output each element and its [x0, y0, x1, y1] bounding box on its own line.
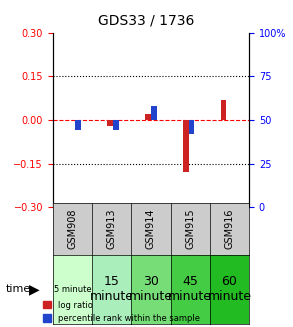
Text: GSM908: GSM908 [67, 209, 77, 249]
Bar [189, 120, 194, 134]
Text: 15
minute: 15 minute [90, 275, 134, 303]
Bar [221, 100, 226, 120]
Bar [75, 120, 81, 130]
Legend: log ratio, percentile rank within the sample: log ratio, percentile rank within the sa… [39, 297, 203, 326]
Text: GSM915: GSM915 [185, 209, 195, 249]
Text: 45
minute: 45 minute [168, 275, 212, 303]
Bar [183, 120, 189, 172]
Bar [108, 120, 113, 126]
Text: 5 minute: 5 minute [54, 285, 91, 294]
Bar [151, 106, 156, 120]
Bar [145, 114, 151, 120]
Text: 60
minute: 60 minute [207, 275, 251, 303]
Text: time: time [6, 284, 31, 294]
Text: ▶: ▶ [29, 283, 40, 296]
Text: GDS33 / 1736: GDS33 / 1736 [98, 13, 195, 27]
Text: GSM914: GSM914 [146, 209, 156, 249]
Bar [113, 120, 119, 130]
Text: GSM916: GSM916 [224, 209, 234, 249]
Text: GSM913: GSM913 [107, 209, 117, 249]
Text: 30
minute: 30 minute [129, 275, 173, 303]
